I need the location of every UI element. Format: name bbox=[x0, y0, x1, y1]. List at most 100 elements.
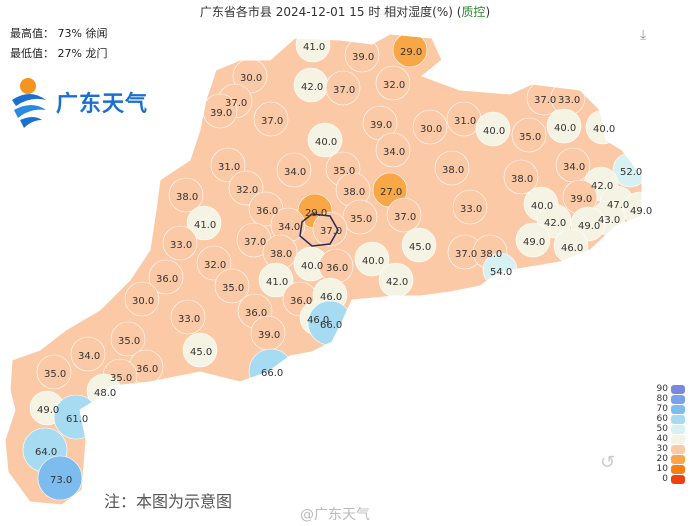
region-humidity-label: 39.0 bbox=[258, 330, 280, 341]
region-area[interactable] bbox=[253, 101, 289, 137]
region-area[interactable] bbox=[386, 197, 422, 233]
region-humidity-label: 38.0 bbox=[343, 187, 365, 198]
region-humidity-label: 36.0 bbox=[256, 206, 278, 217]
region-area[interactable] bbox=[452, 189, 488, 225]
region-area[interactable] bbox=[182, 332, 218, 368]
region-humidity-label: 37.0 bbox=[394, 212, 416, 223]
region-humidity-label: 35.0 bbox=[44, 369, 66, 380]
region-area[interactable] bbox=[196, 245, 232, 281]
region-humidity-label: 43.0 bbox=[598, 215, 620, 226]
note: 注：本图为示意图 bbox=[104, 492, 233, 511]
region-area[interactable] bbox=[276, 152, 312, 188]
region-humidity-label: 37.0 bbox=[534, 95, 556, 106]
region-humidity-label: 36.0 bbox=[290, 296, 312, 307]
region-humidity-label: 66.0 bbox=[261, 368, 283, 379]
legend-label: 40 bbox=[656, 434, 668, 444]
legend-swatch bbox=[671, 384, 685, 394]
region-area[interactable] bbox=[168, 177, 204, 213]
region-humidity-label: 52.0 bbox=[620, 167, 642, 178]
quality-control-link[interactable]: 质控 bbox=[461, 5, 486, 19]
region-area[interactable] bbox=[124, 281, 160, 317]
region-humidity-label: 33.0 bbox=[460, 204, 482, 215]
legend-item: 70 bbox=[652, 404, 685, 414]
max-value: 最高值： 73% 徐闻 bbox=[10, 27, 108, 40]
legend-item: 50 bbox=[652, 424, 685, 434]
region-humidity-label: 45.0 bbox=[409, 242, 431, 253]
region-area[interactable] bbox=[148, 259, 184, 295]
region-humidity-label: 40.0 bbox=[315, 137, 337, 148]
region-area[interactable] bbox=[354, 241, 390, 277]
region-area[interactable] bbox=[392, 33, 428, 68]
region-humidity-label: 73.0 bbox=[50, 475, 72, 486]
region-area[interactable] bbox=[186, 205, 222, 241]
region-area[interactable] bbox=[515, 222, 551, 258]
logo-icon bbox=[12, 78, 46, 128]
region-humidity-label: 33.0 bbox=[558, 95, 580, 106]
download-icon[interactable]: ⤓ bbox=[640, 27, 647, 43]
region-humidity-label: 34.0 bbox=[278, 222, 300, 233]
region-area[interactable] bbox=[37, 455, 83, 501]
legend-label: 70 bbox=[656, 404, 668, 414]
undo-icon[interactable]: ↺ bbox=[600, 452, 616, 473]
region-humidity-label: 37.0 bbox=[333, 85, 355, 96]
region-humidity-label: 40.0 bbox=[362, 256, 384, 267]
region-area[interactable] bbox=[546, 108, 582, 144]
region-area[interactable] bbox=[170, 299, 206, 335]
region-area[interactable] bbox=[375, 65, 411, 101]
region-humidity-label: 35.0 bbox=[519, 132, 541, 143]
region-humidity-label: 32.0 bbox=[236, 185, 258, 196]
region-area[interactable] bbox=[503, 159, 539, 195]
region-area[interactable] bbox=[325, 70, 361, 106]
region-area[interactable] bbox=[70, 336, 106, 372]
region-humidity-label: 38.0 bbox=[270, 249, 292, 260]
region-humidity-label: 38.0 bbox=[442, 165, 464, 176]
legend-item: 30 bbox=[652, 444, 685, 454]
legend-label: 10 bbox=[656, 464, 668, 474]
region-humidity-label: 42.0 bbox=[544, 218, 566, 229]
region-area[interactable] bbox=[307, 122, 343, 158]
legend-label: 90 bbox=[656, 384, 668, 394]
legend-item: 10 bbox=[652, 464, 685, 474]
region-humidity-label: 40.0 bbox=[531, 201, 553, 212]
legend-swatch bbox=[671, 394, 685, 404]
legend-label: 20 bbox=[656, 454, 668, 464]
region-area[interactable] bbox=[401, 227, 437, 263]
region-humidity-label: 37.0 bbox=[244, 237, 266, 248]
region-area[interactable] bbox=[214, 268, 250, 304]
legend-item: 80 bbox=[652, 394, 685, 404]
legend-swatch bbox=[671, 424, 685, 434]
region-humidity-label: 64.0 bbox=[35, 447, 57, 458]
region-humidity-label: 40.0 bbox=[593, 124, 615, 135]
region-humidity-label: 40.0 bbox=[483, 126, 505, 137]
region-humidity-label: 32.0 bbox=[383, 80, 405, 91]
region-humidity-label: 54.0 bbox=[490, 267, 512, 278]
region-area[interactable] bbox=[110, 321, 146, 357]
region-humidity-label: 42.0 bbox=[591, 181, 613, 192]
region-area[interactable] bbox=[210, 147, 246, 183]
region-humidity-label: 47.0 bbox=[607, 200, 629, 211]
region-humidity-label: 46.0 bbox=[307, 315, 329, 326]
region-humidity-label: 46.0 bbox=[320, 292, 342, 303]
region-humidity-label: 37.0 bbox=[261, 116, 283, 127]
region-humidity-label: 36.0 bbox=[245, 308, 267, 319]
region-area[interactable] bbox=[511, 117, 547, 153]
region-area[interactable] bbox=[36, 354, 72, 390]
region-humidity-label: 27.0 bbox=[380, 187, 402, 198]
region-area[interactable] bbox=[342, 199, 378, 235]
region-humidity-label: 41.0 bbox=[303, 42, 325, 53]
region-area[interactable] bbox=[162, 225, 198, 261]
region-area[interactable] bbox=[258, 262, 294, 298]
region-area[interactable] bbox=[412, 109, 448, 145]
legend-label: 30 bbox=[656, 444, 668, 454]
region-humidity-label: 41.0 bbox=[194, 220, 216, 231]
region-area[interactable] bbox=[312, 211, 348, 247]
region-area[interactable] bbox=[475, 111, 511, 147]
legend-item: 20 bbox=[652, 454, 685, 464]
watermark: @广东天气 bbox=[300, 507, 370, 523]
selected-region-outline bbox=[299, 213, 339, 247]
region-area[interactable] bbox=[434, 150, 470, 186]
region-area[interactable] bbox=[375, 132, 411, 168]
region-humidity-label: 49.0 bbox=[630, 206, 652, 217]
